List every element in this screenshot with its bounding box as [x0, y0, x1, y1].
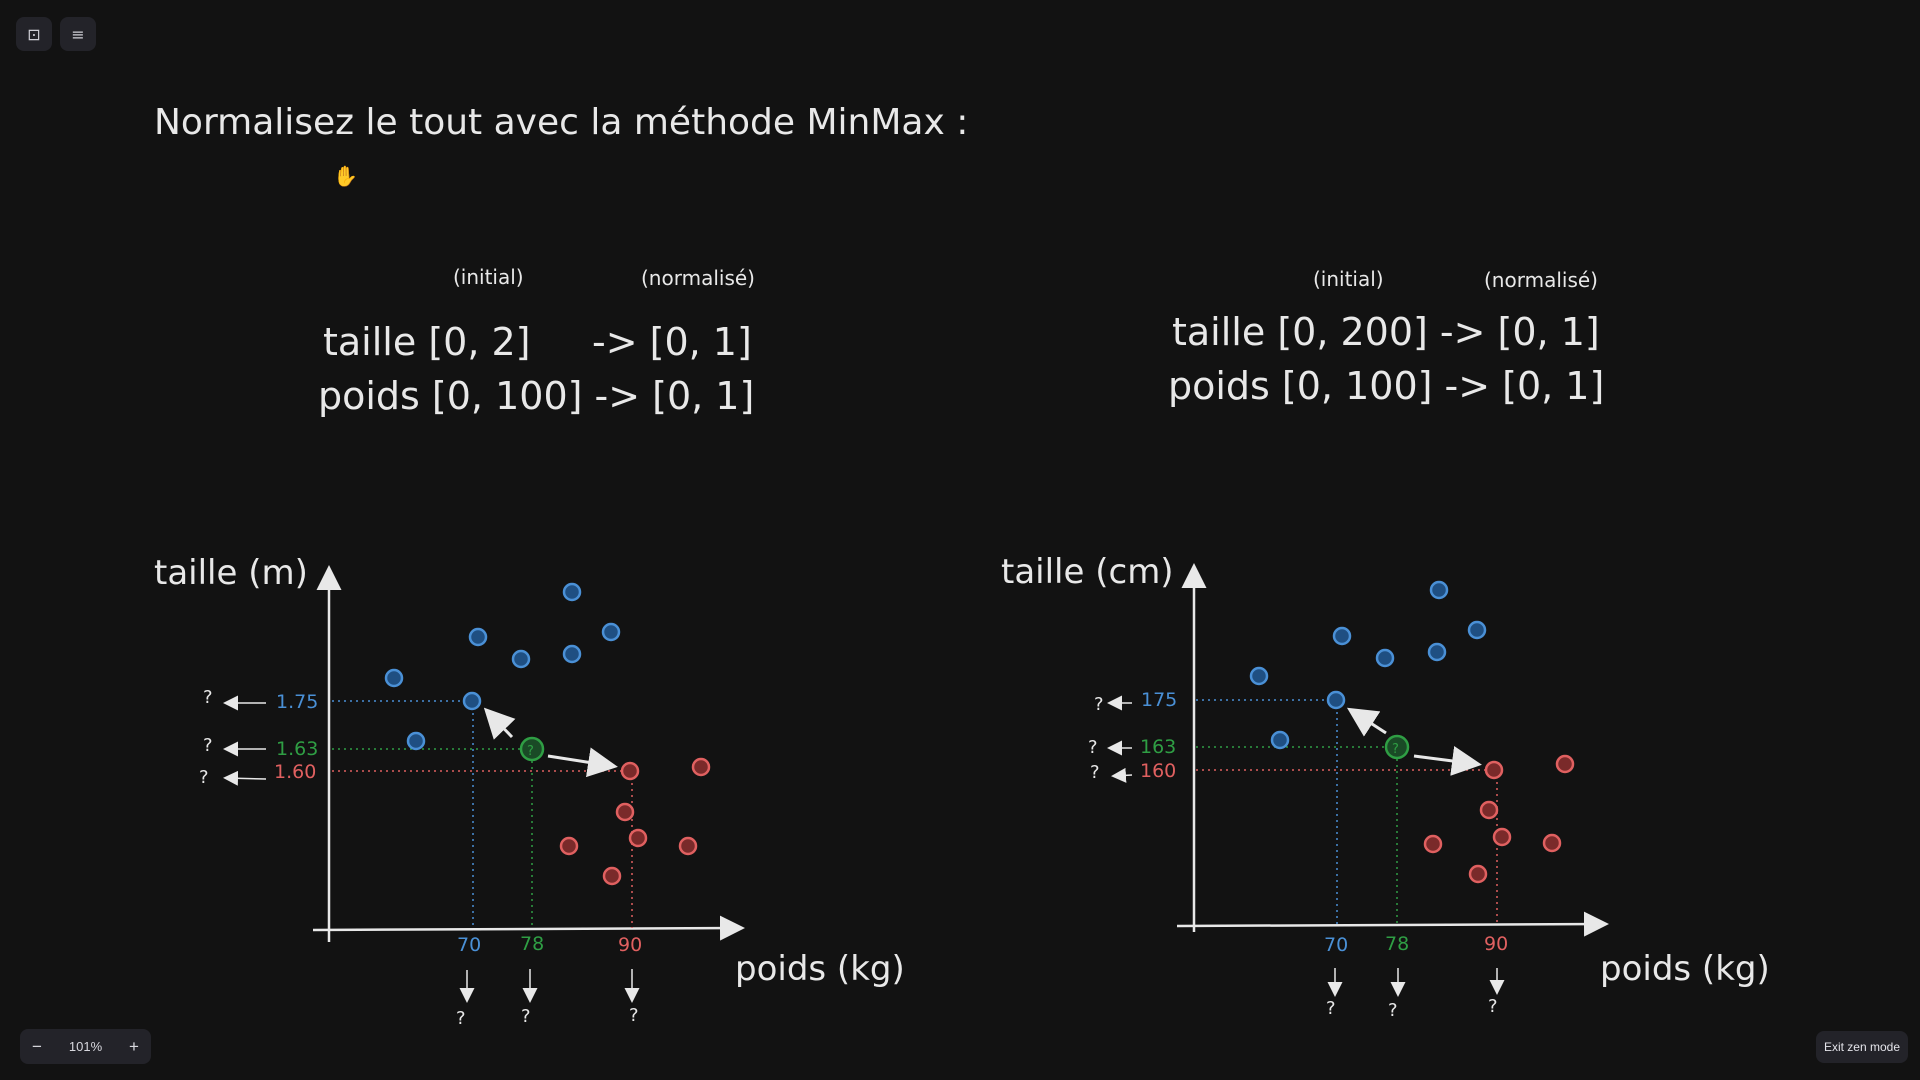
- left-red-point: [615, 802, 635, 822]
- right-y-q-1: ?: [1094, 694, 1104, 715]
- left-x-q-2: ?: [521, 1006, 531, 1027]
- right-blue-point: [1249, 666, 1269, 686]
- left-x-tick-2: 78: [520, 933, 544, 955]
- right-chart: taille (cm) poids (kg) 175 163 160 ? ? ?…: [1001, 552, 1770, 1021]
- left-x-tick-1: 70: [457, 934, 481, 956]
- right-query-point: [1384, 734, 1410, 760]
- left-taille-range: taille [0, 2]: [323, 320, 530, 364]
- right-x-q-2: ?: [1388, 1000, 1398, 1021]
- left-red-point: [620, 761, 640, 781]
- right-red-point: [1423, 834, 1443, 854]
- right-y-q-2: ?: [1088, 737, 1098, 758]
- left-red-point: [678, 836, 698, 856]
- sidebar-toggle-button[interactable]: ⊡: [16, 17, 52, 51]
- right-blue-point: [1375, 648, 1395, 668]
- right-blue-point: [1429, 580, 1449, 600]
- left-x-q-1: ?: [456, 1008, 466, 1029]
- right-x-q-3: ?: [1488, 996, 1498, 1017]
- left-blue-point: [562, 582, 582, 602]
- right-blue-point: [1326, 690, 1346, 710]
- right-x-tick-3: 90: [1484, 933, 1508, 955]
- left-red-point: [602, 866, 622, 886]
- right-blue-point: [1427, 642, 1447, 662]
- left-y-q-2: ?: [203, 735, 213, 756]
- right-query-q: ?: [1392, 742, 1399, 757]
- left-x-tick-3: 90: [618, 934, 642, 956]
- left-taille-target: -> [0, 1]: [592, 320, 752, 364]
- left-y-tick-3: 1.60: [274, 761, 316, 783]
- left-x-axis-label: poids (kg): [735, 949, 905, 989]
- right-taille-range: taille [0, 200] -> [0, 1]: [1172, 310, 1600, 354]
- right-red-point: [1542, 833, 1562, 853]
- zoom-out-button[interactable]: −: [32, 1036, 42, 1056]
- left-red-point: [559, 836, 579, 856]
- left-x-q-3: ?: [629, 1005, 639, 1026]
- right-red-point: [1492, 827, 1512, 847]
- right-red-point: [1484, 760, 1504, 780]
- left-poids-range: poids [0, 100] -> [0, 1]: [318, 374, 754, 418]
- left-red-point: [691, 757, 711, 777]
- left-y-q-3: ?: [199, 767, 209, 788]
- hamburger-menu-icon: ≡: [71, 24, 85, 44]
- left-blue-point: [601, 622, 621, 642]
- right-y-tick-3: 160: [1140, 760, 1176, 782]
- sidebar-toggle-icon: ⊡: [27, 24, 41, 44]
- zoom-in-button[interactable]: +: [129, 1036, 139, 1056]
- right-x-axis-label: poids (kg): [1600, 949, 1770, 989]
- zoom-controls: − 101% +: [20, 1029, 151, 1064]
- right-y-q-3: ?: [1090, 762, 1100, 783]
- left-blue-point: [468, 627, 488, 647]
- right-red-point: [1555, 754, 1575, 774]
- left-y-tick-1: 1.75: [276, 691, 318, 713]
- zoom-level[interactable]: 101%: [68, 1039, 103, 1054]
- left-x-axis: [312, 915, 745, 941]
- right-x-axis: [1176, 911, 1609, 937]
- left-col-normalise: (normalisé): [641, 266, 755, 290]
- left-blue-point: [406, 731, 426, 751]
- right-y-tick-1: 175: [1141, 689, 1177, 711]
- left-blue-point: [511, 649, 531, 669]
- left-y-tick-2: 1.63: [276, 738, 318, 760]
- right-blue-point: [1270, 730, 1290, 750]
- left-query-point: [519, 736, 545, 762]
- left-blue-point: [462, 691, 482, 711]
- right-red-point: [1468, 864, 1488, 884]
- right-y-axis-label: taille (cm): [1001, 552, 1174, 592]
- right-blue-point: [1332, 626, 1352, 646]
- right-x-tick-1: 70: [1324, 934, 1348, 956]
- left-query-q: ?: [527, 744, 534, 759]
- exit-zen-mode-button[interactable]: Exit zen mode: [1816, 1031, 1908, 1063]
- left-col-initial: (initial): [453, 265, 524, 289]
- right-red-point: [1479, 800, 1499, 820]
- right-x-tick-2: 78: [1385, 933, 1409, 955]
- title: Normalisez le tout avec la méthode MinMa…: [154, 102, 968, 143]
- right-col-initial: (initial): [1313, 267, 1384, 291]
- right-poids-range: poids [0, 100] -> [0, 1]: [1168, 364, 1604, 408]
- right-blue-point: [1467, 620, 1487, 640]
- left-blue-point: [384, 668, 404, 688]
- right-x-q-1: ?: [1326, 998, 1336, 1019]
- left-y-axis-label: taille (m): [154, 553, 308, 593]
- right-col-normalise: (normalisé): [1484, 268, 1598, 292]
- hand-cursor-icon: ✋: [333, 164, 358, 188]
- main-menu-button[interactable]: ≡: [60, 17, 96, 51]
- left-chart: taille (m) poids (kg) 1.75 1.63 1.60 ? ?…: [154, 553, 905, 1029]
- left-red-point: [628, 828, 648, 848]
- right-y-tick-2: 163: [1140, 736, 1176, 758]
- left-y-q-1: ?: [203, 687, 213, 708]
- left-blue-point: [562, 644, 582, 664]
